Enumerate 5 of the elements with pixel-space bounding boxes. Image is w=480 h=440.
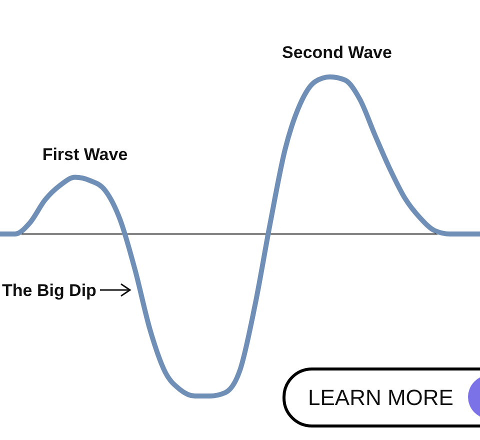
text: Second Wave (282, 43, 392, 62)
annotation: The Big Dip (2, 281, 96, 300)
learn-more-button: LEARN MORE (282, 368, 480, 428)
annotation: First Wave (42, 145, 128, 164)
annotation: LEARN MORE (308, 385, 454, 410)
